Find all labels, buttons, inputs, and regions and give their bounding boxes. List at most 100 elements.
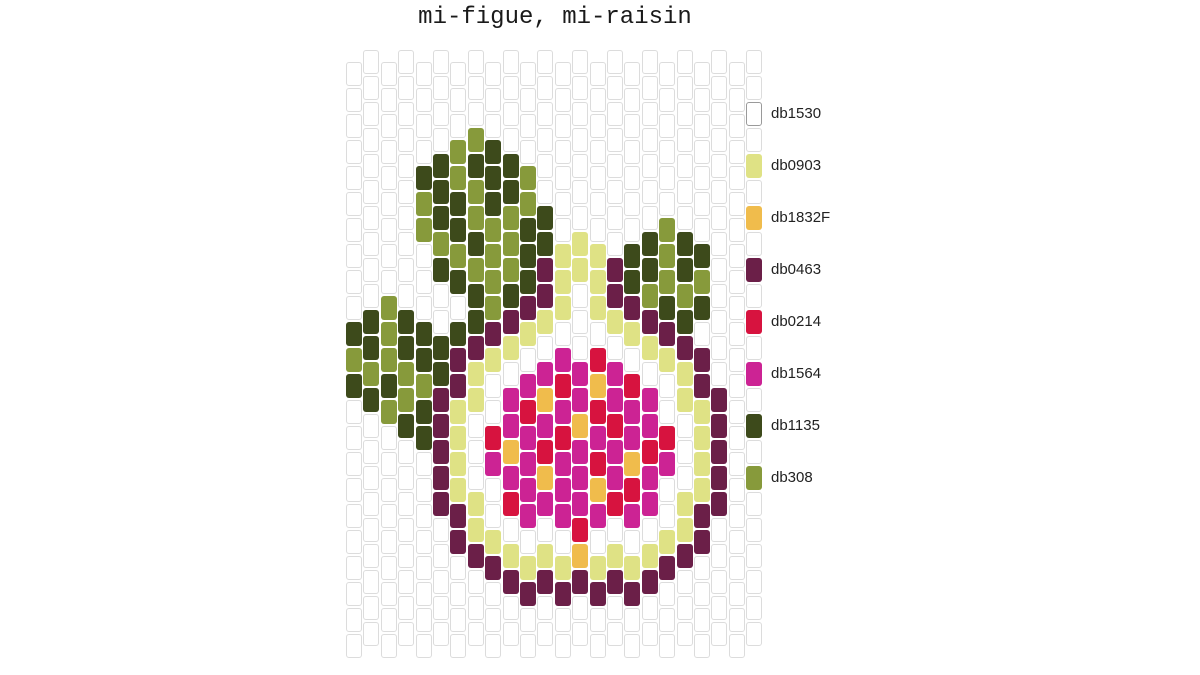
- bead-db1530: [537, 76, 554, 100]
- bead-db1530: [728, 296, 745, 320]
- bead-db1135: [415, 426, 432, 450]
- bead-db1564: [537, 414, 554, 438]
- bead-db1530: [728, 192, 745, 216]
- bead-db1530: [433, 544, 449, 568]
- bead-db1135: [433, 154, 449, 178]
- bead-db1530: [728, 426, 745, 450]
- bead-db1530: [694, 140, 710, 164]
- bead-db1530: [363, 466, 380, 490]
- bead-db1530: [380, 244, 397, 268]
- bead-db0903: [659, 530, 676, 554]
- bead-db1530: [485, 62, 502, 86]
- bead-db1135: [502, 284, 519, 308]
- bead-db1530: [537, 180, 554, 204]
- bead-db1135: [450, 322, 467, 346]
- bead-db1530: [694, 582, 710, 606]
- bead-db308: [467, 180, 484, 204]
- bead-db1530: [398, 50, 415, 74]
- bead-db0463: [502, 570, 519, 594]
- bead-db1564: [589, 504, 606, 528]
- bead-db1530: [711, 570, 728, 594]
- bead-db1564: [537, 362, 554, 386]
- bead-db1564: [607, 388, 623, 412]
- bead-db1530: [641, 102, 658, 126]
- bead-db0903: [676, 362, 693, 386]
- bead-db1530: [380, 530, 397, 554]
- bead-db1564: [502, 466, 519, 490]
- legend-swatch-db0903: [746, 154, 763, 178]
- bead-db1530: [398, 76, 415, 100]
- bead-db1530: [624, 140, 641, 164]
- bead-db1530: [554, 62, 571, 86]
- bead-db0214: [641, 440, 658, 464]
- bead-db1530: [398, 258, 415, 282]
- bead-db1530: [502, 622, 519, 646]
- bead-db0903: [485, 530, 502, 554]
- bead-db1530: [572, 154, 589, 178]
- bead-db0903: [589, 244, 606, 268]
- bead-db1530: [746, 544, 763, 568]
- bead-db1832F: [572, 544, 589, 568]
- bead-db1530: [728, 582, 745, 606]
- bead-db1530: [607, 518, 623, 542]
- bead-db1530: [380, 504, 397, 528]
- bead-db0214: [537, 440, 554, 464]
- bead-db1530: [346, 140, 362, 164]
- bead-db1530: [694, 556, 710, 580]
- bead-db1530: [728, 166, 745, 190]
- bead-db1530: [711, 102, 728, 126]
- bead-db0903: [624, 556, 641, 580]
- bead-db1530: [694, 88, 710, 112]
- bead-db1530: [659, 478, 676, 502]
- bead-db1530: [659, 192, 676, 216]
- bead-db0903: [450, 452, 467, 476]
- bead-db0463: [694, 530, 710, 554]
- bead-db1530: [346, 634, 362, 658]
- bead-db1564: [520, 374, 536, 398]
- bead-db1530: [746, 232, 763, 256]
- bead-db1530: [607, 154, 623, 178]
- bead-db1530: [450, 88, 467, 112]
- bead-db1564: [485, 452, 502, 476]
- legend-swatch-db0463: [746, 258, 763, 282]
- bead-db0214: [589, 452, 606, 476]
- bead-db1135: [502, 154, 519, 178]
- bead-db1530: [363, 440, 380, 464]
- bead-db1530: [363, 180, 380, 204]
- bead-db1530: [624, 114, 641, 138]
- bead-db0903: [572, 258, 589, 282]
- bead-db308: [398, 362, 415, 386]
- bead-db1530: [502, 50, 519, 74]
- bead-db1530: [572, 336, 589, 360]
- bead-db1530: [346, 452, 362, 476]
- bead-db1530: [641, 596, 658, 620]
- bead-db1530: [728, 218, 745, 242]
- bead-db1530: [346, 270, 362, 294]
- bead-db1530: [467, 440, 484, 464]
- bead-db1530: [398, 128, 415, 152]
- bead-db308: [502, 232, 519, 256]
- bead-db0214: [520, 400, 536, 424]
- legend-swatch-db308: [746, 466, 763, 490]
- bead-db1530: [694, 114, 710, 138]
- bead-db1530: [415, 634, 432, 658]
- bead-db1530: [415, 114, 432, 138]
- bead-db308: [467, 258, 484, 282]
- bead-db1530: [711, 596, 728, 620]
- bead-db1530: [607, 76, 623, 100]
- bead-db0214: [607, 492, 623, 516]
- bead-db1530: [380, 114, 397, 138]
- legend-swatch-db0214: [746, 310, 763, 334]
- bead-db1530: [415, 140, 432, 164]
- bead-db1530: [589, 114, 606, 138]
- bead-db1530: [572, 622, 589, 646]
- bead-db308: [450, 244, 467, 268]
- bead-db1530: [467, 596, 484, 620]
- bead-db1530: [520, 348, 536, 372]
- bead-db1530: [363, 518, 380, 542]
- bead-db1530: [659, 166, 676, 190]
- bead-db1530: [659, 140, 676, 164]
- bead-db1135: [485, 166, 502, 190]
- bead-db1530: [728, 270, 745, 294]
- bead-db1530: [380, 218, 397, 242]
